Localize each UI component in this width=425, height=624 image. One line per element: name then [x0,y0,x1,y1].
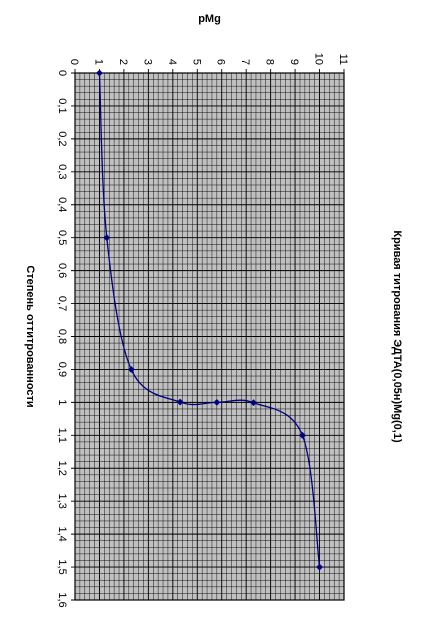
y-tick-label: 0 [68,59,80,65]
data-point [316,563,323,571]
y-tick-label: 6 [215,59,227,65]
x-tick-label: 0,5 [56,230,68,245]
y-tick-label: 9 [288,59,300,65]
x-tick-label: 0,3 [56,164,68,179]
x-tick-label: 1 [56,399,68,405]
x-tick-label: 0,4 [56,197,68,212]
data-point [127,366,135,373]
x-tick-label: 1,5 [56,559,68,574]
y-tick-label: 11 [337,54,349,65]
x-tick-label: 1,4 [56,526,68,541]
x-tick-label: 1,3 [56,494,68,509]
x-axis-tick-labels: 0 0,1 0,2 0,3 0,4 0,5 0,6 0,7 0,8 0,9 1 1,1 1,2 1,3 1,… [56,70,68,608]
x-tick-label: 0,7 [56,296,68,311]
plot-frame [74,72,345,601]
data-point [103,234,111,242]
x-tick-label: 0,9 [56,362,68,377]
y-tick-label: 3 [141,59,153,65]
y-tick-label: 8 [264,59,276,65]
data-point-markers [96,69,323,571]
data-point [299,431,306,439]
x-tick-label: 1,1 [56,428,68,443]
x-axis-label: Степень оттитрованности [24,265,36,407]
data-point [96,69,103,77]
x-tick-label: 0 [56,70,68,76]
x-tick-label: 1,2 [56,461,68,476]
major-gridlines [71,69,345,601]
y-tick-label: 10 [313,53,325,65]
x-tick-label: 0,6 [56,263,68,278]
y-tick-label: 1 [92,59,104,65]
y-tick-label: 7 [239,59,251,65]
y-tick-label: 4 [166,59,178,65]
y-axis-label: pMg [198,13,221,25]
y-tick-label: 2 [117,59,129,65]
x-tick-label: 0,1 [56,98,68,113]
x-tick-label: 0,8 [56,329,68,344]
y-tick-label: 5 [190,59,202,65]
x-tick-label: 0,2 [56,131,68,146]
x-tick-label: 1,6 [56,592,68,607]
chart-title: Кривая титрования ЭДТА(0,05н)Mg(0,1) [391,230,403,443]
data-point [176,398,184,406]
data-point [213,398,221,406]
y-axis-tick-labels: 0 1 2 3 4 5 6 7 8 9 10 11 [68,53,349,65]
data-point [250,399,257,407]
